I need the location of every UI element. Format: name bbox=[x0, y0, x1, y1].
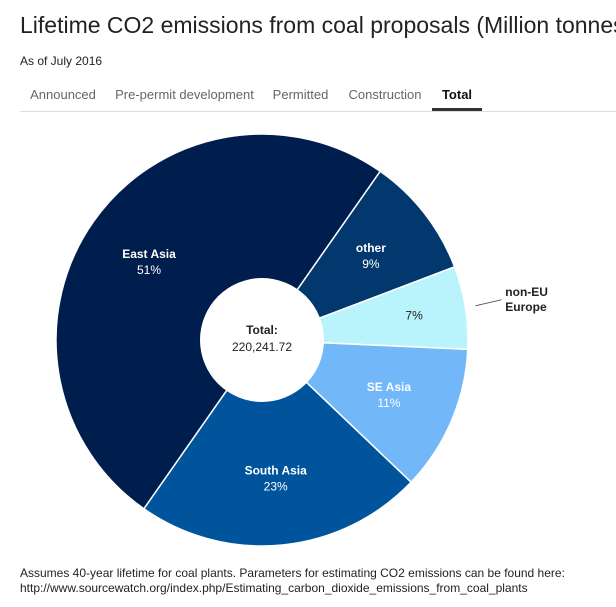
tab-permitted[interactable]: Permitted bbox=[272, 87, 329, 102]
total-value: 220,241.72 bbox=[232, 340, 292, 354]
tab-total[interactable]: Total bbox=[432, 80, 482, 111]
label-east-asia: East Asia bbox=[122, 247, 176, 261]
footnote: Assumes 40-year lifetime for coal plants… bbox=[20, 566, 610, 596]
tab-pre-permit-development[interactable]: Pre-permit development bbox=[115, 87, 254, 102]
total-label: Total: bbox=[246, 323, 278, 337]
slice-south-asia[interactable] bbox=[142, 338, 413, 547]
as-of-date: As of July 2016 bbox=[20, 54, 103, 68]
pct-label-south-asia: 23% bbox=[264, 479, 288, 493]
label-other: other bbox=[356, 241, 386, 255]
donut-hole bbox=[200, 278, 324, 402]
pct-label-other: 9% bbox=[362, 257, 380, 271]
slice-other[interactable] bbox=[259, 170, 456, 342]
footnote-text: Assumes 40-year lifetime for coal plants… bbox=[20, 566, 565, 580]
leader-line-non-eu-europe bbox=[475, 299, 502, 307]
pct-label-non-eu-europe: 7% bbox=[405, 309, 423, 323]
label-south-asia: South Asia bbox=[245, 463, 308, 477]
source-link[interactable]: http://www.sourcewatch.org/index.php/Est… bbox=[20, 581, 528, 595]
label-se-asia: SE Asia bbox=[367, 380, 412, 394]
label-non-eu-europe-line-1: non-EU bbox=[505, 285, 548, 299]
label-non-eu-europe-line-2: Europe bbox=[505, 300, 547, 314]
pct-label-se-asia: 11% bbox=[377, 396, 400, 410]
slice-se-asia[interactable] bbox=[260, 339, 469, 484]
tab-announced[interactable]: Announced bbox=[30, 87, 96, 102]
stage-tabs: Announced Pre-permit development Permitt… bbox=[20, 80, 616, 112]
page-title: Lifetime CO2 emissions from coal proposa… bbox=[20, 12, 616, 38]
tab-construction[interactable]: Construction bbox=[348, 87, 422, 102]
pct-label-east-asia: 51% bbox=[137, 263, 161, 277]
